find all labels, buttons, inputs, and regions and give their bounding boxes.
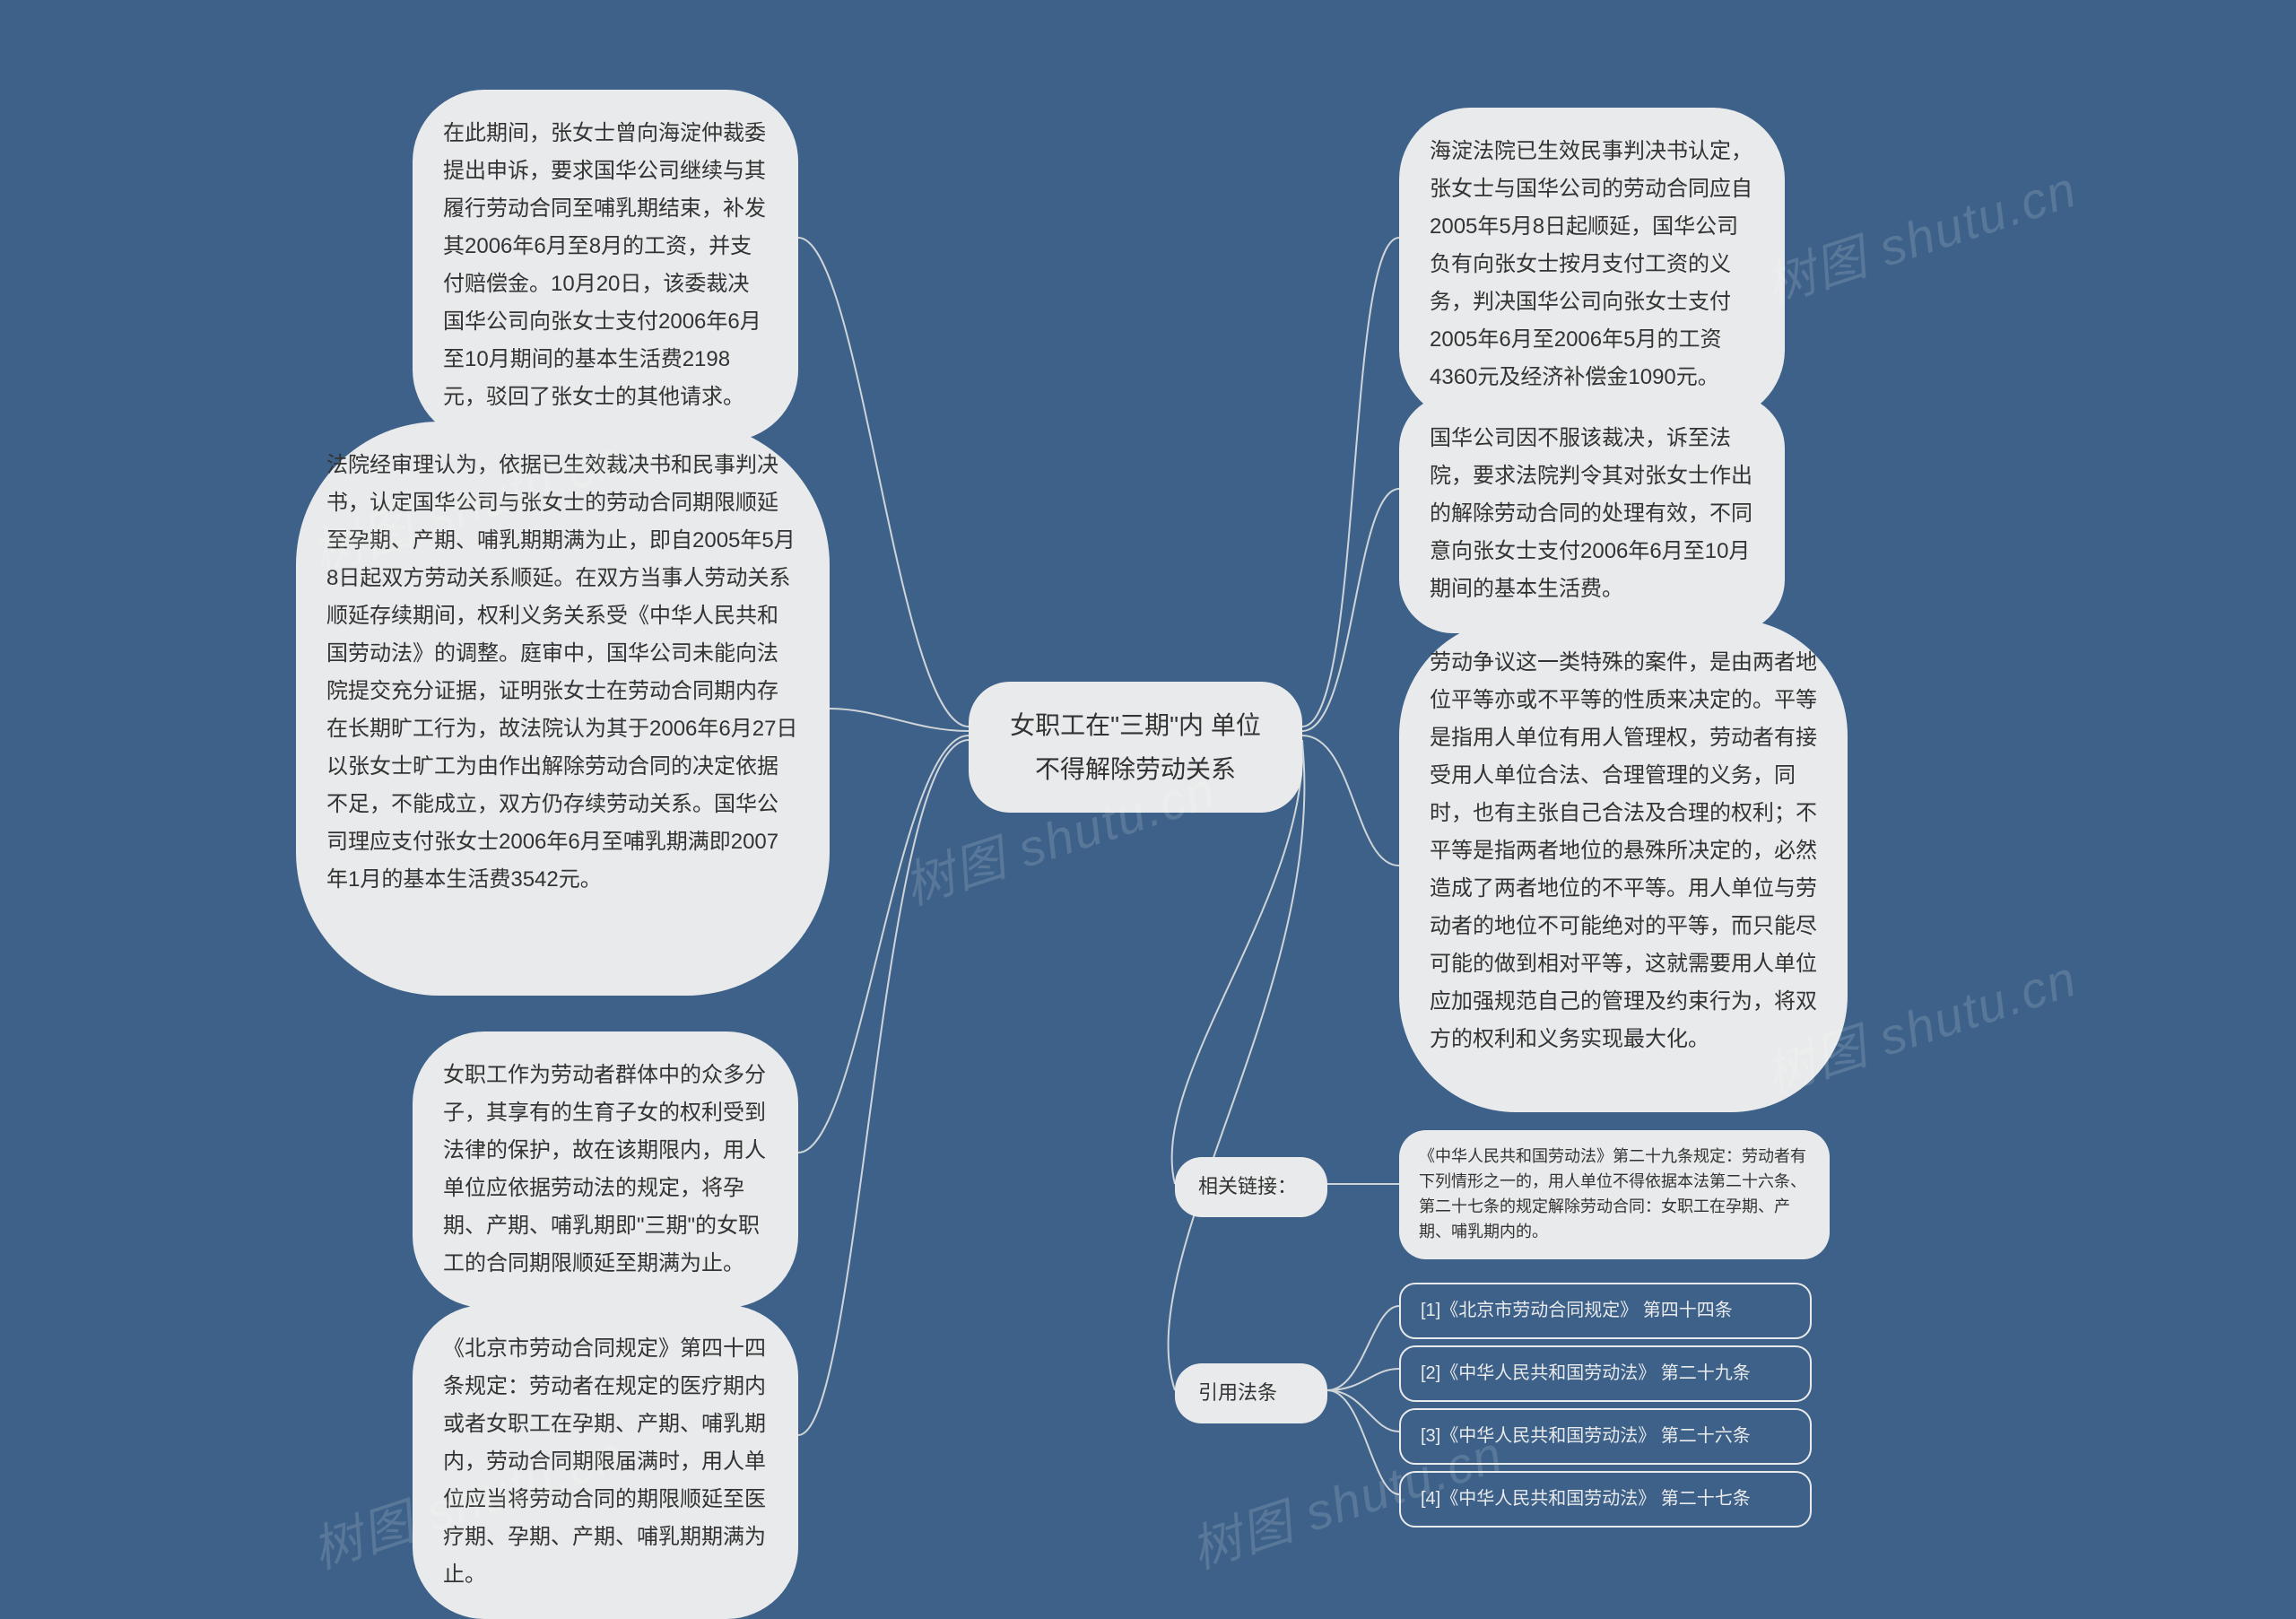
- related-label: 相关链接：: [1175, 1157, 1327, 1217]
- right-node-2: 劳动争议这一类特殊的案件，是由两者地位平等亦或不平等的性质来决定的。平等是指用人…: [1399, 619, 1848, 1112]
- left-node-2: 女职工作为劳动者群体中的众多分子，其享有的生育子女的权利受到法律的保护，故在该期…: [413, 1031, 798, 1308]
- ref-label: 引用法条: [1175, 1363, 1327, 1423]
- related-text: 《中华人民共和国劳动法》第二十九条规定：劳动者有下列情形之一的，用人单位不得依据…: [1399, 1130, 1830, 1259]
- root-line1: 女职工在"三期"内 单位: [1004, 703, 1266, 747]
- root-line2: 不得解除劳动关系: [1004, 747, 1266, 791]
- ref-item-0: [1]《北京市劳动合同规定》 第四十四条: [1399, 1283, 1812, 1339]
- right-node-1: 国华公司因不服该裁决，诉至法院，要求法院判令其对张女士作出的解除劳动合同的处理有…: [1399, 395, 1785, 633]
- ref-item-3: [4]《中华人民共和国劳动法》 第二十七条: [1399, 1471, 1812, 1528]
- left-node-3: 《北京市劳动合同规定》第四十四条规定：劳动者在规定的医疗期内或者女职工在孕期、产…: [413, 1305, 798, 1619]
- left-node-1: 法院经审理认为，依据已生效裁决书和民事判决书，认定国华公司与张女士的劳动合同期限…: [296, 422, 830, 996]
- left-node-0: 在此期间，张女士曾向海淀仲裁委提出申诉，要求国华公司继续与其履行劳动合同至哺乳期…: [413, 90, 798, 441]
- root-node: 女职工在"三期"内 单位 不得解除劳动关系: [969, 682, 1302, 813]
- ref-item-1: [2]《中华人民共和国劳动法》 第二十九条: [1399, 1345, 1812, 1402]
- watermark: 树图 shutu.cn: [1754, 149, 2085, 318]
- ref-item-2: [3]《中华人民共和国劳动法》 第二十六条: [1399, 1408, 1812, 1465]
- right-node-0: 海淀法院已生效民事判决书认定，张女士与国华公司的劳动合同应自2005年5月8日起…: [1399, 108, 1785, 422]
